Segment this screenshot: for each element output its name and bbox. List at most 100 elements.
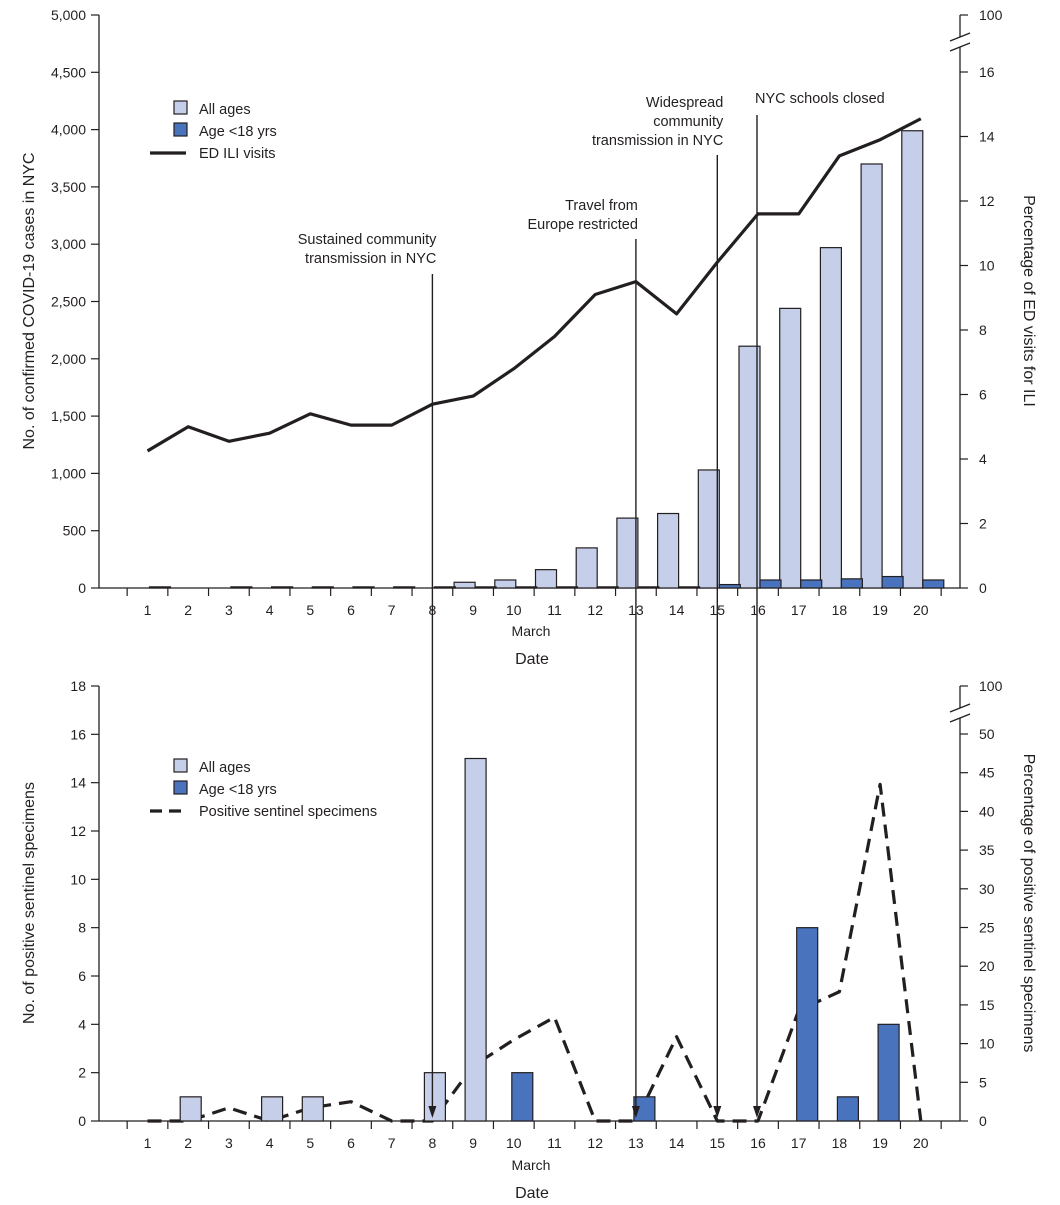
x-tick-label: 16	[750, 1135, 766, 1151]
left-tick-label: 14	[70, 775, 86, 791]
bar-age-lt18	[759, 579, 782, 589]
legend-label: Age <18 yrs	[199, 124, 277, 140]
legend-label: Age <18 yrs	[199, 782, 277, 798]
right-tick-label: 100	[979, 7, 1003, 23]
bar-age-lt18	[596, 586, 619, 589]
annotation-arrowhead	[631, 1106, 640, 1118]
right-tick-label: 40	[979, 803, 995, 819]
left-tick-label: 10	[70, 871, 86, 887]
legend-swatch-all-ages	[173, 758, 188, 773]
left-tick-label: 3,500	[51, 179, 86, 195]
bar-all-ages	[423, 1072, 446, 1122]
ed-ili-line	[146, 117, 922, 453]
bar-all-ages	[464, 757, 487, 1122]
legend-label: ED ILI visits	[199, 146, 276, 162]
x-tick-label: 8	[429, 1135, 437, 1151]
bar-age-lt18	[881, 575, 904, 589]
x-tick-label: 18	[832, 602, 848, 618]
x-tick-label: 1	[144, 1135, 152, 1151]
annotation-text: NYC schools closed	[755, 91, 885, 107]
right-tick-label: 100	[979, 678, 1003, 694]
bar-age-lt18	[433, 586, 456, 589]
x-tick-label: 2	[184, 602, 192, 618]
right-tick-label: 4	[979, 451, 987, 467]
x-tick-label: 3	[225, 1135, 233, 1151]
bar-all-ages	[901, 130, 924, 589]
right-tick-label: 8	[979, 322, 987, 338]
bar-age-lt18	[230, 586, 253, 589]
right-y-axis-title: Percentage of positive sentinel specimen…	[1020, 754, 1037, 1053]
axis-break-mark	[949, 42, 971, 52]
bar-age-lt18	[836, 1096, 860, 1122]
x-tick-label: 10	[506, 1135, 522, 1151]
right-tick-label: 5	[979, 1074, 987, 1090]
x-axis-month-label: March	[512, 623, 551, 639]
right-tick-label: 10	[979, 1036, 995, 1052]
annotation-text: Sustained community	[298, 232, 437, 248]
bar-age-lt18	[840, 578, 864, 589]
legend-label: All ages	[199, 760, 251, 776]
x-tick-label: 19	[872, 602, 888, 618]
bar-age-lt18	[311, 586, 334, 589]
bar-age-lt18	[637, 586, 660, 589]
bar-all-ages	[697, 469, 720, 589]
annotation-arrowhead	[428, 1106, 437, 1118]
left-tick-label: 4	[78, 1016, 86, 1032]
left-tick-label: 5,000	[51, 7, 86, 23]
left-tick-label: 4,000	[51, 122, 86, 138]
bar-age-lt18	[800, 579, 823, 589]
left-tick-label: 1,500	[51, 408, 86, 424]
x-tick-label: 7	[388, 1135, 396, 1151]
bar-all-ages	[453, 581, 476, 589]
right-tick-label: 0	[979, 580, 987, 596]
bar-age-lt18	[796, 927, 819, 1122]
x-tick-label: 5	[306, 1135, 314, 1151]
bar-age-lt18	[352, 586, 375, 589]
bar-all-ages	[534, 569, 558, 589]
annotation-arrowhead	[713, 1106, 722, 1118]
x-tick-label: 3	[225, 602, 233, 618]
x-tick-label: 20	[913, 1135, 929, 1151]
right-tick-label: 15	[979, 997, 995, 1013]
right-tick-label: 0	[979, 1113, 987, 1129]
left-tick-label: 0	[78, 580, 86, 596]
bar-age-lt18	[922, 579, 945, 589]
bar-age-lt18	[877, 1023, 900, 1122]
bar-age-lt18	[393, 586, 416, 589]
x-tick-label: 6	[347, 1135, 355, 1151]
right-tick-label: 35	[979, 842, 995, 858]
left-y-axis-title: No. of positive sentinel specimens	[21, 782, 38, 1024]
x-tick-label: 9	[469, 602, 477, 618]
bar-all-ages	[860, 163, 883, 589]
x-tick-label: 18	[832, 1135, 848, 1151]
legend-swatch-age-lt18	[173, 780, 188, 795]
right-tick-label: 20	[979, 958, 995, 974]
left-tick-label: 12	[70, 823, 86, 839]
x-axis-title: Date	[515, 1185, 549, 1202]
right-tick-label: 6	[979, 387, 987, 403]
right-tick-label: 14	[979, 129, 995, 145]
annotation-text: Europe restricted	[527, 217, 637, 233]
x-tick-label: 11	[547, 602, 562, 618]
bar-all-ages	[738, 345, 761, 589]
right-tick-label: 50	[979, 726, 995, 742]
x-tick-label: 14	[669, 1135, 685, 1151]
right-tick-label: 30	[979, 881, 995, 897]
x-tick-label: 16	[750, 602, 766, 618]
left-tick-label: 4,500	[51, 64, 86, 80]
annotation-arrowhead	[753, 1106, 761, 1118]
bar-all-ages	[656, 512, 680, 589]
legend-label: All ages	[199, 102, 251, 118]
bar-age-lt18	[511, 1072, 534, 1122]
left-tick-label: 6	[78, 968, 86, 984]
legend-swatch-all-ages	[173, 100, 188, 115]
left-tick-label: 1,000	[51, 465, 86, 481]
bar-age-lt18	[677, 586, 701, 589]
axis-break-mark	[949, 703, 971, 713]
right-y-axis-title: Percentage of ED visits for ILI	[1020, 195, 1037, 407]
bar-age-lt18	[515, 586, 538, 589]
annotation-text: Travel from	[565, 198, 638, 214]
bar-all-ages	[616, 517, 639, 589]
